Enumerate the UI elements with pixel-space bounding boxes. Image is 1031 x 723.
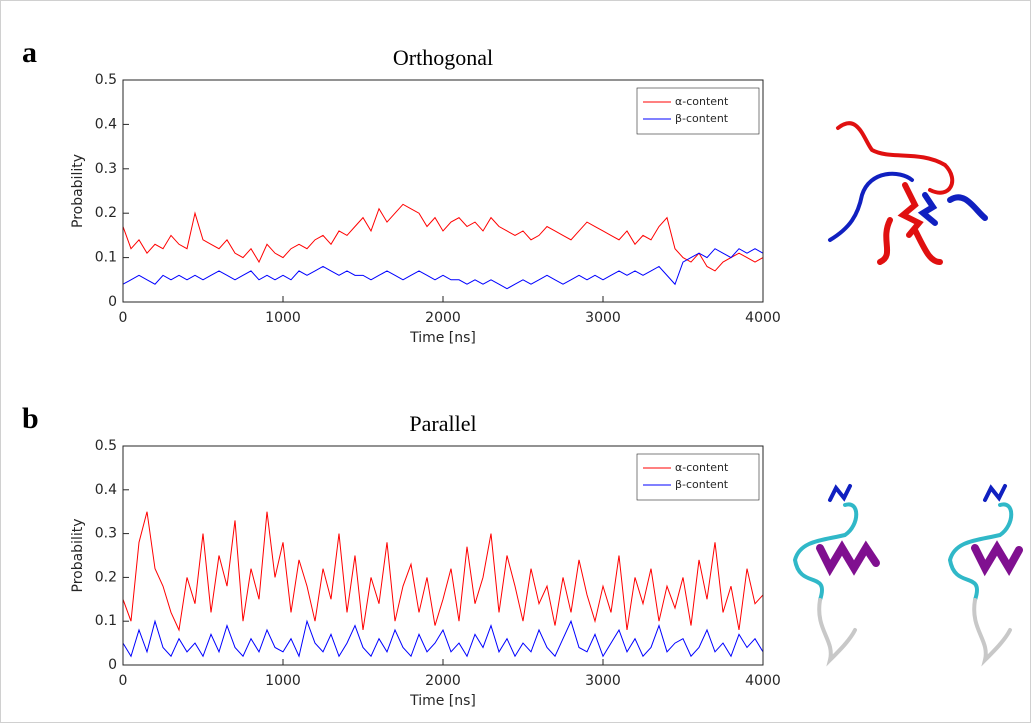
x-tick-label: 3000 <box>585 673 621 689</box>
chart-title: Parallel <box>409 411 476 436</box>
x-axis-label: Time [ns] <box>409 693 476 709</box>
y-tick-label: 0 <box>108 294 117 310</box>
y-axis-label: Probability <box>70 518 86 592</box>
x-tick-label: 0 <box>119 310 128 326</box>
x-tick-label: 2000 <box>425 310 461 326</box>
y-tick-label: 0.4 <box>95 116 117 132</box>
x-tick-label: 4000 <box>745 310 781 326</box>
x-tick-label: 2000 <box>425 673 461 689</box>
y-tick-label: 0.3 <box>95 161 117 177</box>
figure: a Orthogonal 0 0.1 0.2 0.3 0.4 0.5 0 1000 2000 3000… <box>0 0 1031 723</box>
y-tick-label: 0.1 <box>95 613 117 629</box>
x-tick-label: 3000 <box>585 310 621 326</box>
y-tick-label: 0 <box>108 657 117 673</box>
chart-title: Orthogonal <box>393 45 493 70</box>
x-tick-label: 1000 <box>265 310 301 326</box>
legend-label: α-content <box>675 461 729 474</box>
y-tick-label: 0.5 <box>95 438 117 454</box>
y-tick-label: 0.3 <box>95 526 117 542</box>
y-tick-label: 0.2 <box>95 205 117 221</box>
legend-label: β-content <box>675 478 729 491</box>
y-tick-label: 0.5 <box>95 72 117 88</box>
y-tick-label: 0.4 <box>95 482 117 498</box>
panel-label: a <box>22 36 37 69</box>
y-tick-label: 0.1 <box>95 250 117 266</box>
x-tick-label: 1000 <box>265 673 301 689</box>
legend-label: α-content <box>675 95 729 108</box>
panel-label: b <box>22 402 39 435</box>
x-tick-label: 4000 <box>745 673 781 689</box>
y-tick-label: 0.2 <box>95 569 117 585</box>
x-axis-label: Time [ns] <box>409 330 476 346</box>
x-tick-label: 0 <box>119 673 128 689</box>
y-axis-label: Probability <box>70 154 86 228</box>
legend-label: β-content <box>675 112 729 125</box>
